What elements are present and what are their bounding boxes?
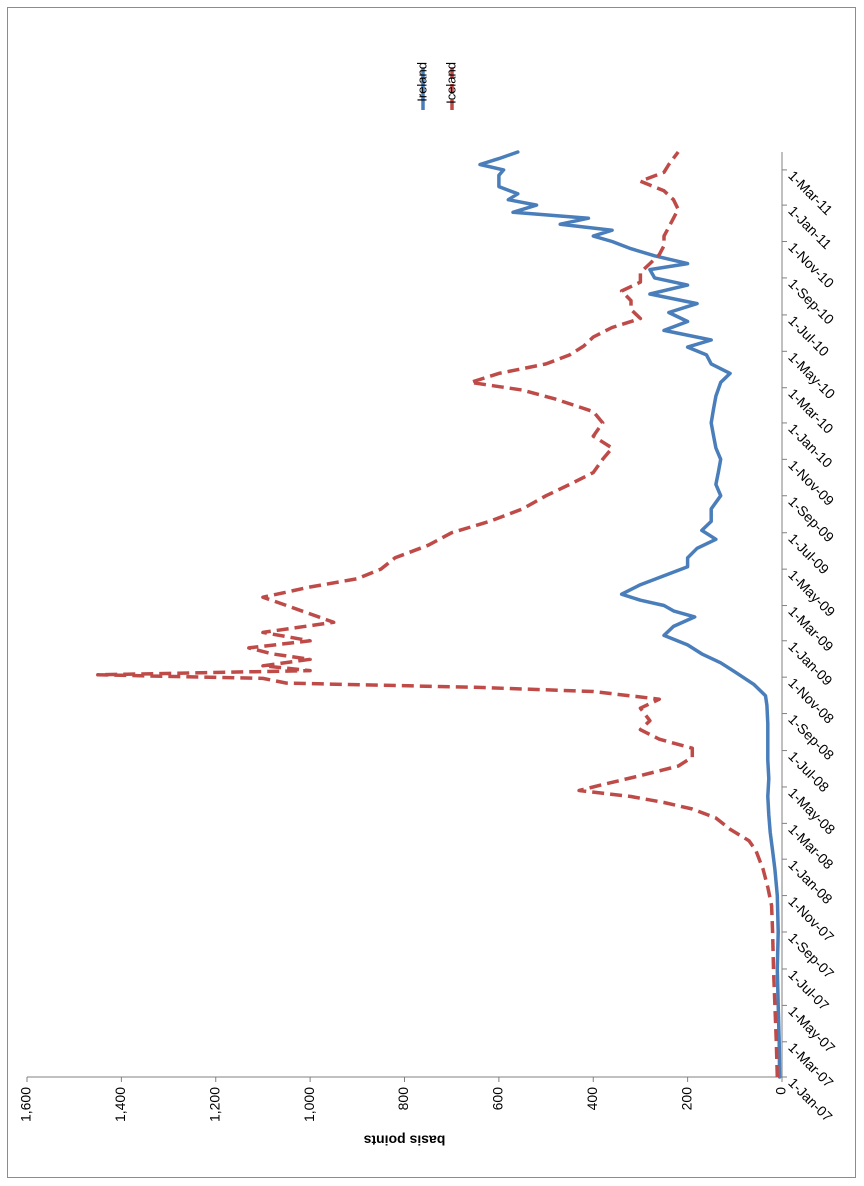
legend-label-ireland: Ireland — [414, 62, 429, 102]
value-tick-label: 1,600 — [18, 1087, 34, 1122]
value-tick-label: 1,200 — [206, 1087, 222, 1122]
series-line-iceland — [96, 150, 780, 1078]
value-tick-label: 200 — [678, 1087, 694, 1111]
value-tick-label: 600 — [490, 1087, 506, 1111]
value-tick-label: 0 — [773, 1087, 789, 1095]
value-tick-label: 1,000 — [301, 1087, 317, 1122]
legend-label-iceland: Iceland — [443, 62, 458, 104]
value-tick-label: 400 — [584, 1087, 600, 1111]
value-tick-label: 1,400 — [112, 1087, 128, 1122]
chart-frame — [7, 7, 856, 1178]
series-line-ireland — [478, 150, 782, 1079]
y-axis-label: basis points — [363, 1132, 445, 1148]
value-tick-label: 800 — [395, 1087, 411, 1111]
legend: Ireland Iceland — [414, 62, 458, 110]
series-layer — [96, 150, 782, 1079]
